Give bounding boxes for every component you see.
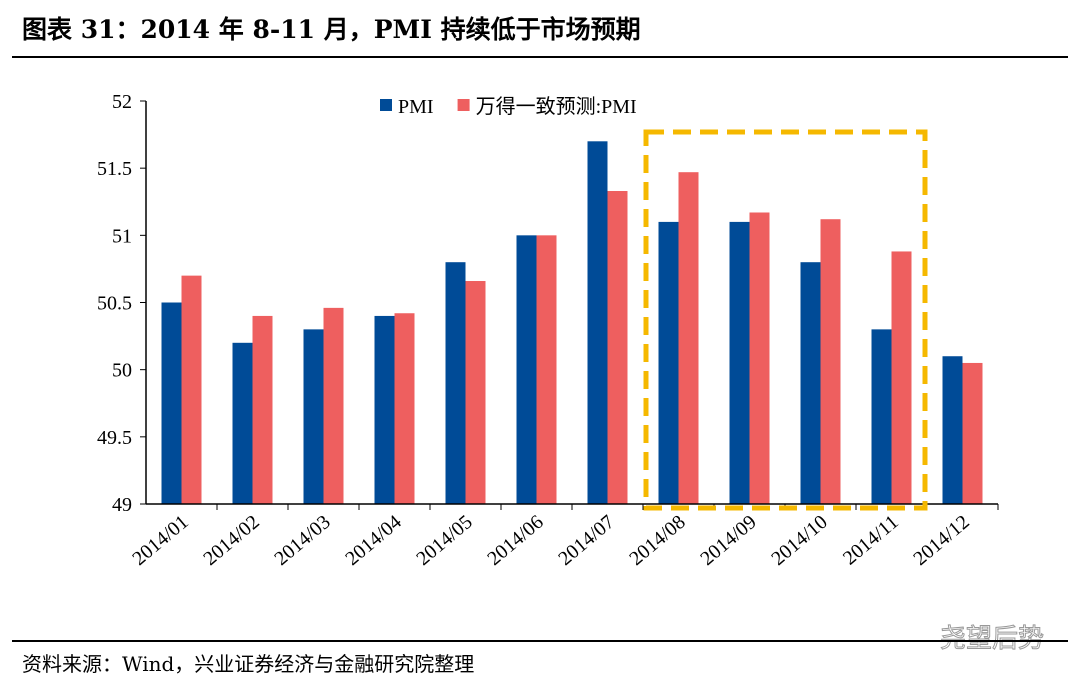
bar-consensus	[181, 275, 202, 504]
x-tick-label: 2014/05	[412, 511, 476, 570]
y-tick-label: 50.5	[97, 293, 132, 315]
y-tick-label: 51	[112, 225, 132, 247]
bar-consensus	[465, 281, 486, 504]
top-rule	[12, 56, 1068, 58]
highlight-box	[643, 129, 928, 511]
y-tick-label: 50	[112, 360, 132, 382]
bar-consensus	[962, 362, 983, 504]
bar-consensus	[252, 315, 273, 504]
x-tick-label: 2014/01	[128, 511, 192, 570]
bar-pmi	[516, 235, 537, 505]
bar-pmi	[729, 221, 750, 504]
bar-consensus	[607, 191, 628, 504]
x-tick-label: 2014/04	[341, 511, 405, 570]
x-tick-label: 2014/03	[270, 511, 334, 570]
bar-consensus	[394, 313, 415, 504]
bar-consensus	[891, 251, 912, 504]
bar-consensus	[820, 219, 841, 505]
legend-label: PMI	[398, 96, 434, 118]
bar-consensus	[749, 212, 770, 504]
legend-label: 万得一致预测:PMI	[476, 95, 637, 118]
y-tick-label: 49.5	[97, 427, 132, 449]
bar-consensus	[323, 307, 344, 504]
y-tick-label: 49	[112, 494, 132, 516]
watermark: 尧望后势	[939, 624, 1045, 655]
bar-pmi	[942, 356, 963, 504]
x-tick-label: 2014/07	[554, 511, 618, 570]
x-tick-label: 2014/02	[199, 511, 263, 570]
x-tick-label: 2014/09	[696, 511, 760, 570]
x-tick-label: 2014/06	[483, 511, 547, 570]
y-tick-label: 52	[112, 91, 132, 113]
x-tick-label: 2014/12	[909, 511, 973, 570]
bottom-rule	[12, 640, 1068, 642]
bar-pmi	[658, 221, 679, 504]
bar-pmi	[161, 302, 182, 504]
y-tick-label: 51.5	[97, 158, 132, 180]
bar-pmi	[587, 141, 608, 505]
bar-pmi	[445, 262, 466, 504]
bar-consensus	[536, 235, 557, 505]
bar-consensus	[678, 172, 699, 505]
bar-pmi	[232, 342, 253, 504]
bar-pmi	[800, 262, 821, 504]
legend-swatch	[457, 99, 470, 111]
x-tick-label: 2014/11	[839, 511, 903, 570]
bar-pmi	[303, 329, 324, 504]
bar-pmi	[871, 329, 892, 504]
figure-title: 图表 31：2014 年 8-11 月，PMI 持续低于市场预期	[22, 15, 641, 44]
x-tick-label: 2014/08	[625, 511, 689, 570]
x-tick-label: 2014/10	[767, 511, 831, 570]
source-note: 资料来源：Wind，兴业证券经济与金融研究院整理	[22, 652, 475, 676]
legend-swatch	[380, 99, 392, 111]
bar-pmi	[374, 315, 395, 504]
